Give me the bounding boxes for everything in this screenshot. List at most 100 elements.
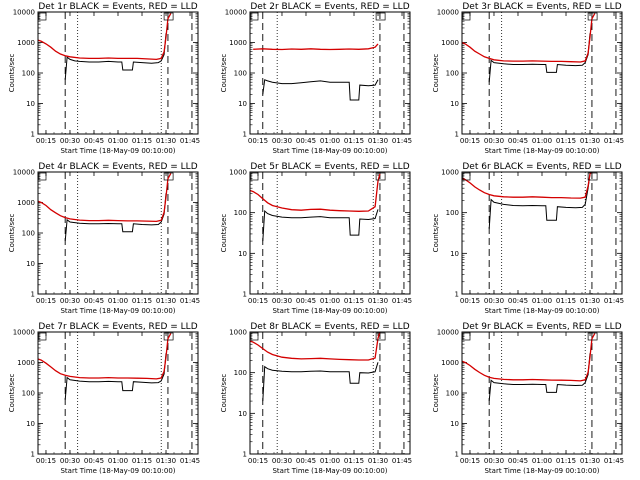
x-tick-label: 01:15	[556, 457, 576, 465]
y-tick-label: 1000	[17, 199, 35, 207]
chart-panel-4: Det 4r BLACK = Events, RED = LLD Counts/s…	[8, 162, 200, 315]
y-tick-label: 1	[243, 451, 247, 459]
plot-frame	[461, 171, 623, 295]
events-series-line	[488, 33, 591, 83]
x-tick-label: 00:30	[484, 297, 504, 305]
y-tick-label: 1000	[229, 39, 247, 47]
y-tick-label: 1	[455, 131, 459, 139]
y-tick-label: 1000	[441, 169, 459, 177]
x-tick-label: 01:15	[344, 137, 364, 145]
x-tick-label: 00:15	[36, 137, 56, 145]
y-tick-label: 1000	[17, 359, 35, 367]
x-tick-label: 00:30	[272, 297, 292, 305]
y-tick-label: 1000	[441, 359, 459, 367]
y-tick-label: 10	[238, 250, 247, 258]
x-tick-label: 00:45	[84, 457, 104, 465]
x-tick-label: 01:30	[368, 457, 388, 465]
events-series-line	[64, 353, 167, 400]
x-tick-label: 01:00	[532, 297, 552, 305]
x-tick-label: 01:00	[320, 137, 340, 145]
x-tick-label: 01:15	[344, 297, 364, 305]
y-tick-label: 10000	[13, 9, 35, 17]
plot-frame	[37, 331, 199, 455]
chart-panel-9: Det 9r BLACK = Events, RED = LLD Counts/s…	[432, 322, 624, 475]
corner-glyph-right	[587, 332, 598, 341]
chart-panel-6: Det 6r BLACK = Events, RED = LLD Counts/s…	[432, 162, 624, 315]
x-axis-label: Start Time (18-May-09 00:10:00)	[484, 307, 599, 315]
x-tick-label: 00:15	[460, 297, 480, 305]
x-tick-label: 01:00	[320, 457, 340, 465]
x-tick-label: 00:30	[484, 137, 504, 145]
y-axis-label: Counts/sec	[220, 214, 228, 253]
panel-title: Det 7r BLACK = Events, RED = LLD	[38, 322, 197, 332]
panel-title: Det 2r BLACK = Events, RED = LLD	[250, 2, 409, 12]
y-tick-label: 1	[243, 131, 247, 139]
y-tick-label: 100	[446, 70, 459, 78]
corner-glyph-left	[250, 12, 259, 21]
x-tick-label: 01:30	[156, 457, 176, 465]
x-tick-label: 01:00	[108, 297, 128, 305]
y-tick-label: 1	[243, 291, 247, 299]
x-tick-label: 00:15	[460, 137, 480, 145]
x-tick-label: 00:45	[296, 137, 316, 145]
x-tick-label: 01:30	[156, 137, 176, 145]
y-tick-label: 100	[234, 209, 247, 217]
corner-glyph-left	[250, 332, 259, 341]
plot-frame	[37, 171, 199, 295]
x-tick-label: 01:00	[108, 457, 128, 465]
y-tick-label: 10000	[437, 9, 459, 17]
x-tick-label: 00:15	[36, 297, 56, 305]
x-tick-label: 01:15	[344, 457, 364, 465]
y-tick-label: 1	[31, 291, 35, 299]
panel-title: Det 8r BLACK = Events, RED = LLD	[250, 322, 409, 332]
x-axis-label: Start Time (18-May-09 00:10:00)	[60, 147, 175, 155]
panel-title: Det 4r BLACK = Events, RED = LLD	[38, 162, 197, 172]
y-tick-label: 1	[31, 451, 35, 459]
chart-panel-3: Det 3r BLACK = Events, RED = LLD Counts/s…	[432, 2, 624, 155]
events-series-line	[262, 362, 379, 402]
x-tick-label: 01:30	[580, 457, 600, 465]
corner-glyph-right	[163, 172, 174, 181]
y-tick-label: 1	[455, 451, 459, 459]
events-series-line	[488, 173, 591, 229]
y-tick-label: 10000	[13, 329, 35, 337]
x-tick-label: 01:30	[368, 297, 388, 305]
lld-series-line	[38, 13, 172, 61]
corner-glyph-left	[462, 12, 471, 21]
y-tick-label: 1000	[229, 169, 247, 177]
x-tick-label: 01:30	[580, 297, 600, 305]
y-axis-label: Counts/sec	[432, 54, 440, 93]
y-tick-label: 10000	[225, 9, 247, 17]
y-tick-label: 100	[446, 209, 459, 217]
x-tick-label: 00:45	[508, 297, 528, 305]
lld-series-line	[462, 172, 593, 199]
x-tick-label: 00:15	[36, 457, 56, 465]
corner-glyph-left	[250, 172, 259, 181]
plot-frame	[249, 171, 411, 295]
x-tick-label: 01:45	[604, 137, 624, 145]
lld-series-line	[253, 43, 379, 51]
x-axis-label: Start Time (18-May-09 00:10:00)	[60, 307, 175, 315]
x-tick-label: 00:15	[248, 457, 268, 465]
y-tick-label: 1000	[229, 329, 247, 337]
x-tick-label: 01:45	[392, 297, 412, 305]
y-tick-label: 100	[234, 70, 247, 78]
y-tick-label: 10	[450, 250, 459, 258]
chart-panel-1: Det 1r BLACK = Events, RED = LLD Counts/s…	[8, 2, 200, 155]
x-tick-label: 00:45	[508, 457, 528, 465]
y-tick-label: 100	[234, 369, 247, 377]
corner-glyph-left	[38, 172, 47, 181]
y-tick-label: 10000	[13, 169, 35, 177]
y-axis-label: Counts/sec	[8, 54, 16, 93]
lld-series-line	[462, 13, 596, 63]
corner-glyph-right	[587, 12, 598, 21]
x-tick-label: 01:30	[368, 137, 388, 145]
x-tick-label: 01:45	[604, 297, 624, 305]
panel-title: Det 1r BLACK = Events, RED = LLD	[38, 2, 197, 12]
x-axis-label: Start Time (18-May-09 00:10:00)	[272, 467, 387, 475]
events-series-line	[64, 193, 167, 241]
corner-glyph-right	[375, 332, 386, 341]
x-tick-label: 00:30	[272, 457, 292, 465]
y-axis-label: Counts/sec	[8, 214, 16, 253]
